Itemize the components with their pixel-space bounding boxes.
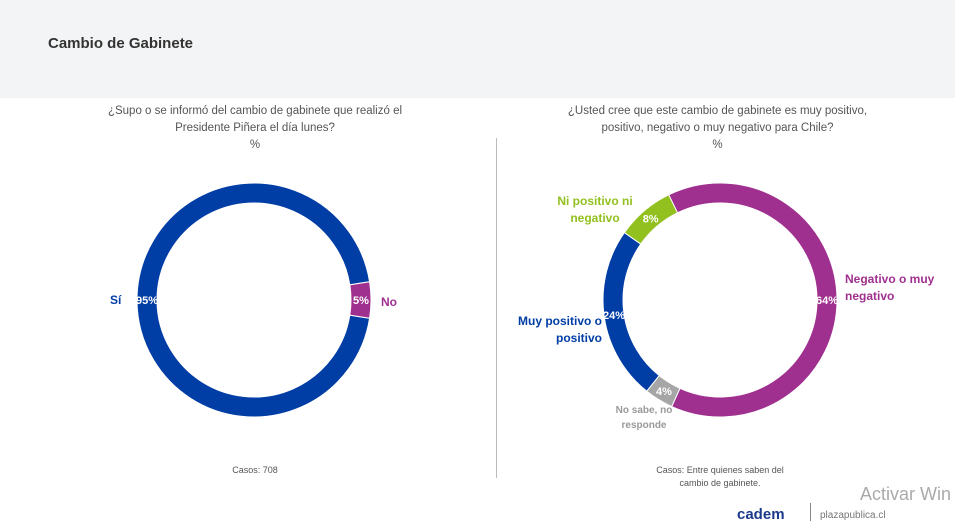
site-link[interactable]: plazapublica.cl: [820, 510, 886, 521]
chart1-question: ¿Supo o se informó del cambio de gabinet…: [107, 105, 403, 134]
chart1-value-label-1: 4%: [656, 386, 672, 398]
windows-watermark: Activar Win: [860, 484, 952, 504]
chart2-title: ¿Usted cree que este cambio de gabinete …: [560, 103, 875, 154]
chart1-value-label-0: 64%: [816, 295, 838, 307]
label-negativo: Negativo o muy negativo: [845, 272, 935, 303]
chart1-value-label-2: 24%: [603, 310, 625, 322]
footer-separator: [810, 503, 811, 521]
chart2-question: ¿Usted cree que este cambio de gabinete …: [567, 105, 868, 134]
chart0-value-label-1: 5%: [353, 295, 369, 307]
chart0-slice-0: [136, 182, 371, 418]
cadem-logo: cadem: [737, 506, 785, 523]
chart2-unit: %: [712, 139, 723, 151]
divider: [496, 138, 497, 478]
chart1-slice-0: [668, 182, 838, 418]
header: Cambio de Gabinete: [0, 0, 955, 98]
page-title: Cambio de Gabinete: [48, 35, 194, 52]
label-no: No: [381, 295, 397, 309]
casos-1: Casos: 708: [232, 465, 278, 475]
chart1-slice-3: [623, 194, 679, 245]
chart0-slice-1: [349, 281, 372, 319]
chart1-value-label-3: 8%: [643, 214, 659, 226]
chart0-value-label-0: 95%: [136, 295, 158, 307]
label-ni: Ni positivo ni negativo: [557, 194, 633, 225]
label-si: Sí: [110, 293, 122, 307]
casos-2: Casos: Entre quienes saben del cambio de…: [656, 465, 784, 488]
chart1-title: ¿Supo o se informó del cambio de gabinet…: [105, 103, 405, 154]
label-positivo: Muy positivo o positivo: [518, 314, 602, 345]
label-nsnr: No sabe, no responde: [615, 405, 673, 431]
chart1-unit: %: [249, 139, 261, 151]
